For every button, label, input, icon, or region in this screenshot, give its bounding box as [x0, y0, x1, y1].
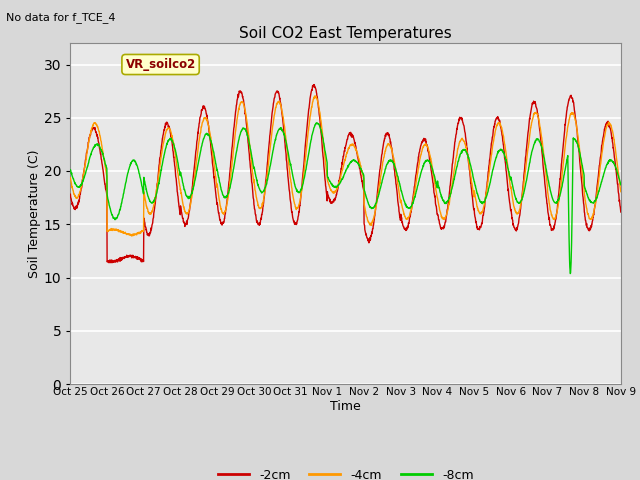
Legend: -2cm, -4cm, -8cm: -2cm, -4cm, -8cm	[212, 464, 479, 480]
Text: VR_soilco2: VR_soilco2	[125, 58, 196, 71]
X-axis label: Time: Time	[330, 399, 361, 412]
Title: Soil CO2 East Temperatures: Soil CO2 East Temperatures	[239, 25, 452, 41]
Text: No data for f_TCE_4: No data for f_TCE_4	[6, 12, 116, 23]
Y-axis label: Soil Temperature (C): Soil Temperature (C)	[28, 149, 41, 278]
